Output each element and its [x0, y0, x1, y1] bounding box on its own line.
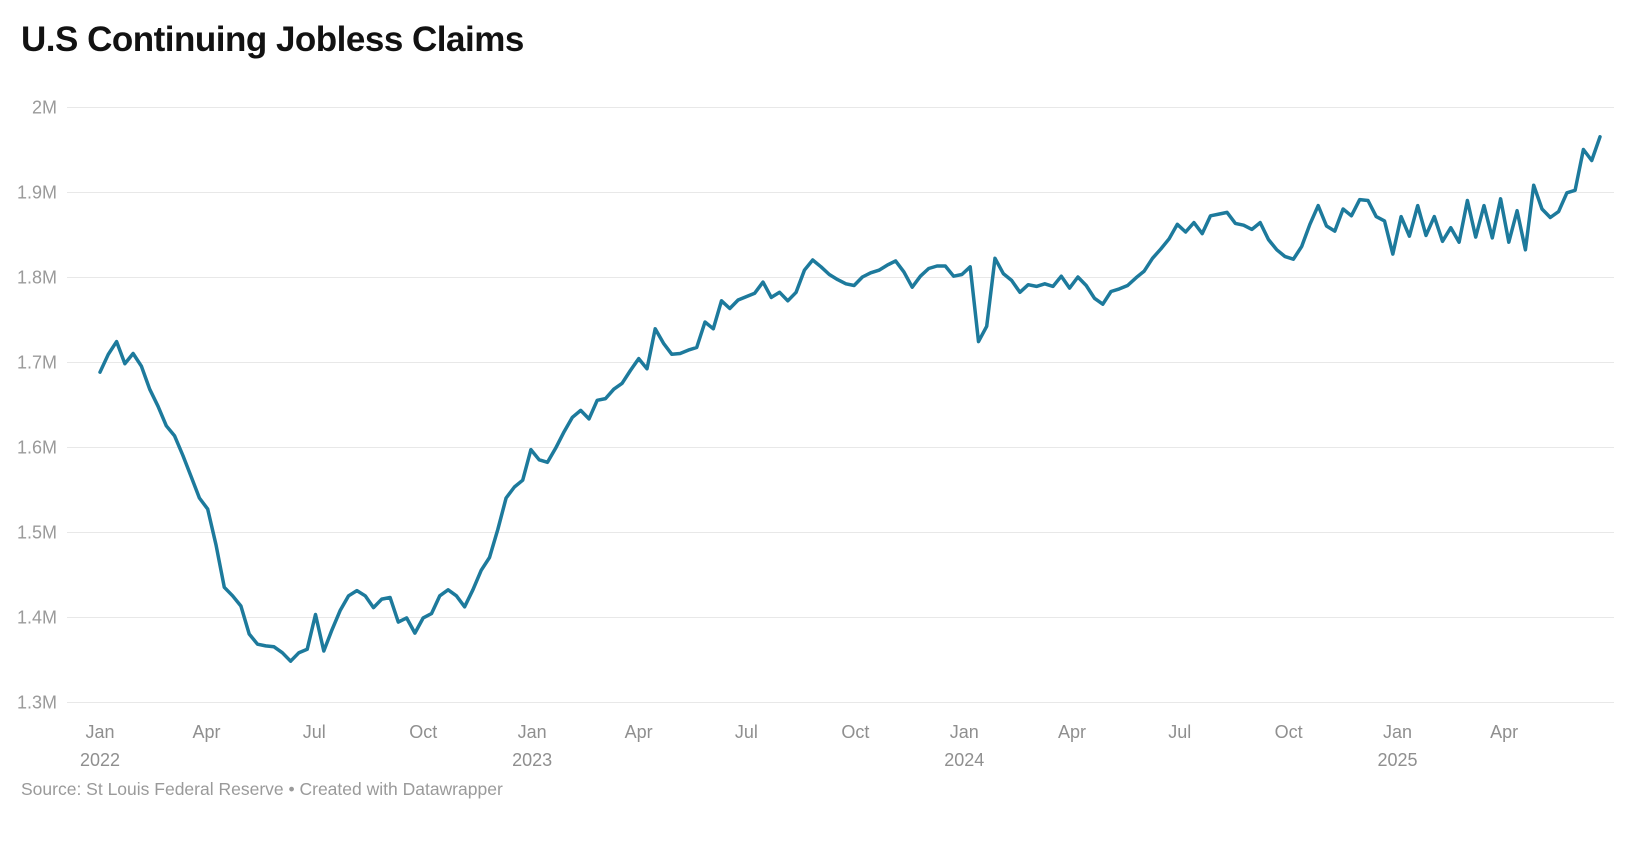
- y-tick-label: 1.5M: [17, 523, 57, 543]
- y-tick-label: 1.8M: [17, 268, 57, 288]
- x-tick-year-label: 2022: [80, 750, 120, 770]
- chart-title: U.S Continuing Jobless Claims: [21, 20, 524, 59]
- x-tick-label: Oct: [1275, 722, 1303, 742]
- y-tick-label: 1.7M: [17, 353, 57, 373]
- y-tick-label: 1.9M: [17, 183, 57, 203]
- y-tick-label: 1.4M: [17, 608, 57, 628]
- x-tick-label: Jan: [950, 722, 979, 742]
- x-tick-label: Jul: [735, 722, 758, 742]
- x-tick-label: Apr: [1058, 722, 1086, 742]
- x-tick-label: Jul: [1168, 722, 1191, 742]
- x-tick-label: Jul: [303, 722, 326, 742]
- x-tick-year-label: 2024: [944, 750, 984, 770]
- x-tick-label: Jan: [85, 722, 114, 742]
- y-tick-label: 1.6M: [17, 438, 57, 458]
- x-tick-year-label: 2025: [1378, 750, 1418, 770]
- x-tick-year-label: 2023: [512, 750, 552, 770]
- x-tick-label: Oct: [841, 722, 869, 742]
- y-tick-label: 1.3M: [17, 693, 57, 713]
- x-tick-label: Oct: [409, 722, 437, 742]
- x-tick-label: Jan: [518, 722, 547, 742]
- x-tick-label: Apr: [193, 722, 221, 742]
- x-tick-label: Apr: [1490, 722, 1518, 742]
- x-tick-label: Apr: [625, 722, 653, 742]
- data-line: [98, 135, 1602, 663]
- x-tick-label: Jan: [1383, 722, 1412, 742]
- y-tick-label: 2M: [32, 98, 57, 118]
- source-attribution: Source: St Louis Federal Reserve • Creat…: [21, 779, 503, 799]
